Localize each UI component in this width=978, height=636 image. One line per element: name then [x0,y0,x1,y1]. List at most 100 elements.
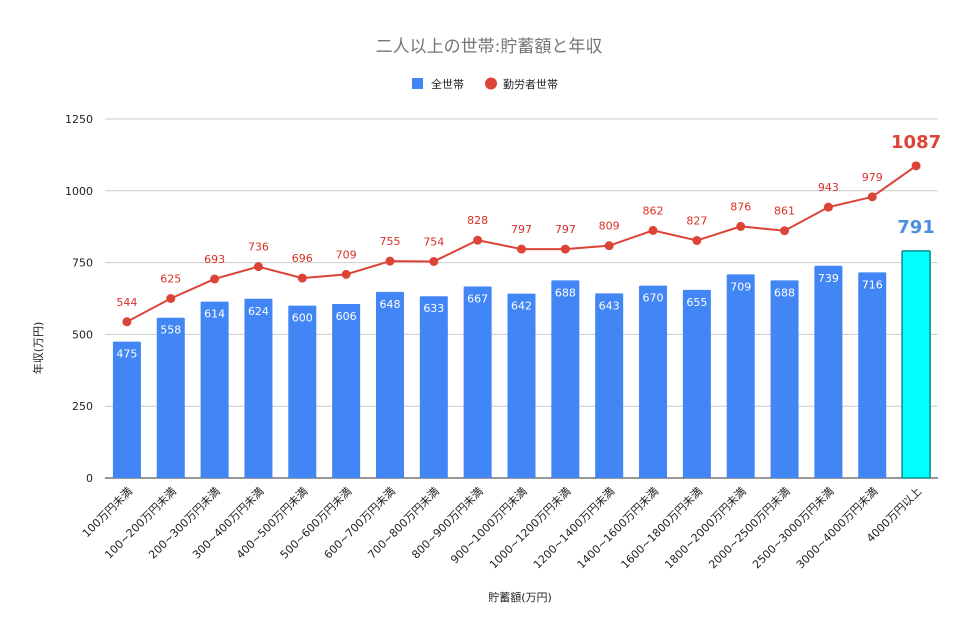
line-data-label: 693 [204,253,225,266]
bar [332,303,361,478]
x-tick-label: 900~1000万円未満 [448,485,529,566]
bar-data-label: 667 [467,292,488,305]
bar-data-label: 655 [686,296,707,309]
line-point [253,262,263,272]
x-tick-label: 1400~1600万円未満 [575,485,661,571]
y-tick-label: 500 [72,328,93,341]
legend: 全世帯 勤労者世帯 [412,77,558,91]
bar-data-label: 648 [379,298,400,311]
y-tick-label: 750 [72,257,93,270]
x-tick-label: 1800~2000万円未満 [662,485,748,571]
legend-label-bar: 全世帯 [431,77,464,91]
x-tick-label: 2000~2500万円未満 [706,485,792,571]
line-point [297,273,307,283]
line-point [210,274,220,284]
line-point [122,317,132,327]
bar-data-label: 614 [204,308,225,321]
bar-data-label: 716 [862,278,883,291]
bar [112,341,141,478]
line-data-label: 861 [774,205,795,218]
x-tick-label: 1600~1800万円未満 [619,485,705,571]
bar [375,291,404,478]
line-data-label: 862 [643,204,664,217]
legend-label-line: 勤労者世帯 [503,77,558,91]
line-point [867,192,877,202]
line-data-label: 797 [555,223,576,236]
x-axis-title: 貯蓄額(万円) [488,591,552,604]
legend-swatch-bar [412,78,423,89]
line-data-label: 809 [599,220,620,233]
line-data-label: 696 [292,252,313,265]
line-data-label: 736 [248,241,269,254]
line-point [692,235,702,245]
line-point [736,221,746,231]
line-point [560,244,570,254]
bar-data-label: 642 [511,300,532,313]
bar-data-label: 606 [336,310,357,323]
bar-data-label: 558 [160,324,181,337]
bar-data-label: 688 [774,286,795,299]
bar [770,280,799,478]
bar [507,293,536,478]
line-data-label: 755 [379,235,400,248]
line-point [604,241,614,251]
bar-data-label: 633 [423,302,444,315]
line-point [473,235,483,245]
line-point [341,269,351,279]
bar-data-label: 624 [248,305,269,318]
bar [814,265,843,478]
y-tick-label: 1000 [65,185,93,198]
bar-data-label: 475 [116,348,137,361]
line-data-label: 828 [467,214,488,227]
bar [200,301,229,478]
bar [858,272,887,478]
bar [726,274,755,478]
bar-data-label: 600 [292,312,313,325]
line-data-label: 876 [730,200,751,213]
bar-data-label: 791 [897,217,935,238]
bar [639,285,668,478]
x-tick-label: 1000~1200万円未満 [487,485,573,571]
x-tick-label: 2500~3000万円未満 [750,485,836,571]
bar [463,286,492,478]
line-point [429,256,439,266]
line-data-label: 1087 [891,132,941,153]
line-data-label: 709 [336,248,357,261]
line-data-label: 827 [686,214,707,227]
bar [901,250,931,479]
bar [156,317,185,478]
bar [682,289,711,478]
y-tick-label: 1250 [65,113,93,126]
y-tick-label: 250 [72,400,93,413]
bar [551,280,580,478]
y-axis-title: 年収(万円) [31,322,45,375]
bar-data-label: 688 [555,286,576,299]
bar-data-label: 643 [599,299,620,312]
bar-data-label: 739 [818,272,839,285]
line-data-label: 754 [423,235,444,248]
bar [288,305,317,478]
line-point [911,161,921,171]
line-data-label: 797 [511,223,532,236]
line-point [780,226,790,236]
line-point [648,225,658,235]
line-data-label: 943 [818,181,839,194]
line-point [823,202,833,212]
line-data-label: 625 [160,273,181,286]
x-tick-label: 1200~1400万円未満 [531,485,617,571]
bar [419,296,448,478]
chart-title: 二人以上の世帯:貯蓄額と年収 [376,37,603,57]
legend-swatch-line [485,77,497,90]
bar-data-label: 709 [730,280,751,293]
line-point [517,244,526,254]
line-point [385,256,395,266]
line-point [166,294,176,303]
y-tick-label: 0 [86,472,93,485]
line-data-label: 544 [116,296,137,309]
bar [244,298,273,478]
line-data-label: 979 [862,171,883,184]
bar-data-label: 670 [643,292,664,305]
x-tick-label: 3000~4000万円未満 [794,485,880,571]
bar [595,293,624,478]
